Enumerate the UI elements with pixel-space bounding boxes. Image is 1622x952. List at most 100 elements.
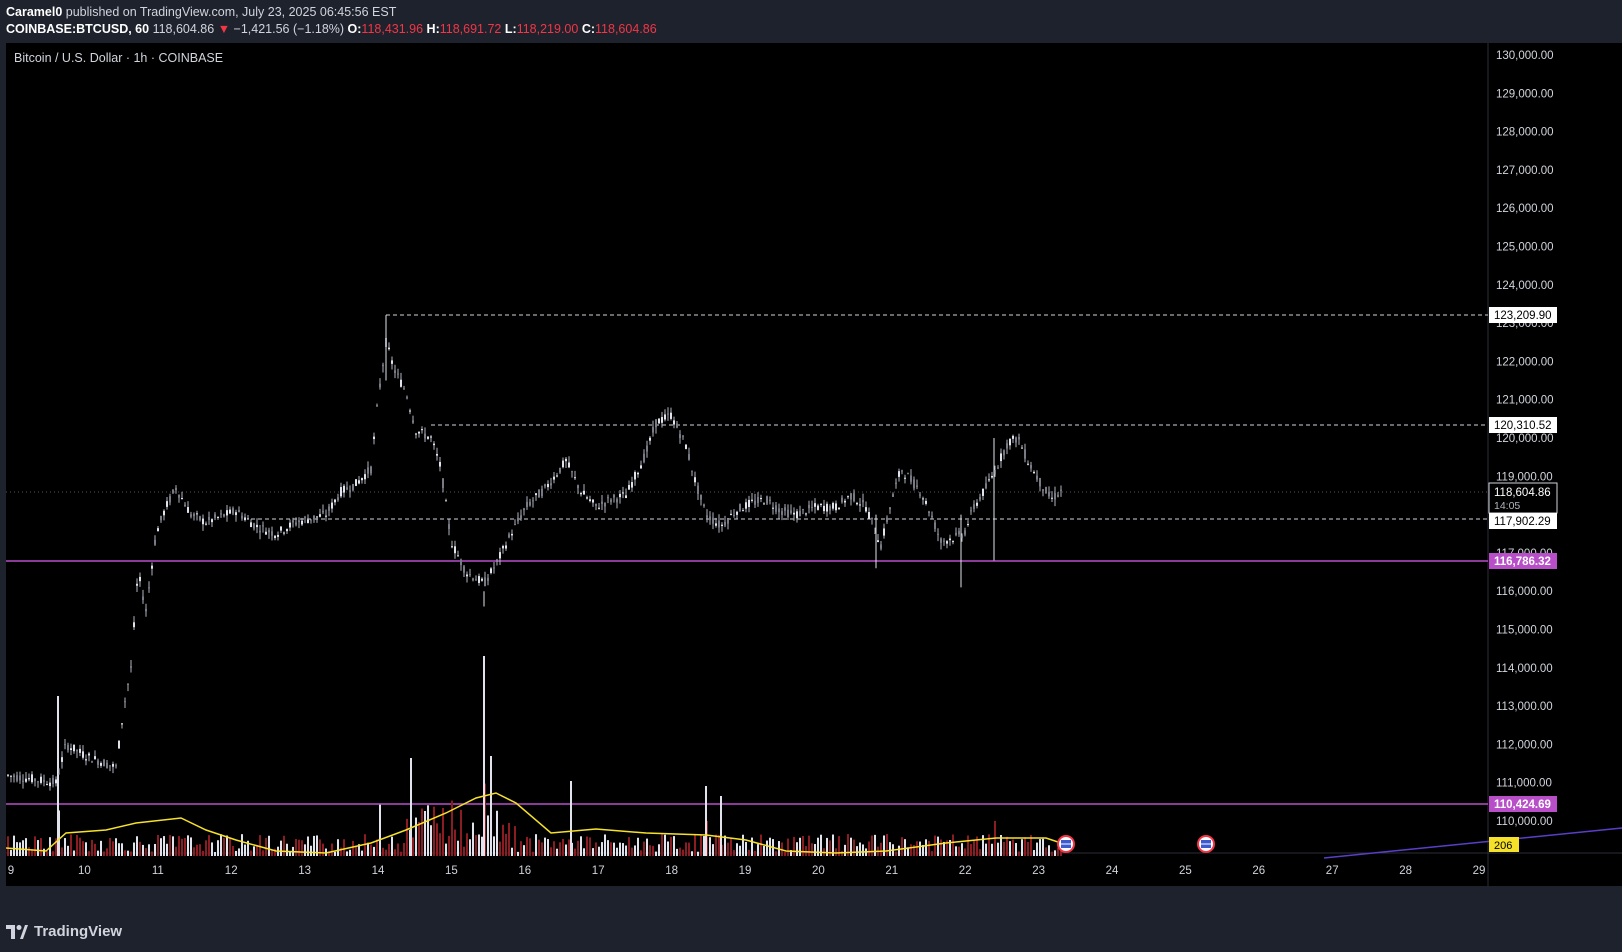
candle-body xyxy=(610,499,612,502)
candle-body xyxy=(721,524,723,526)
candle-body xyxy=(877,540,879,543)
candle-body xyxy=(307,519,309,523)
candle-body xyxy=(952,541,954,543)
chart-title: Bitcoin / U.S. Dollar · 1h · COINBASE xyxy=(14,51,223,65)
volume-bar xyxy=(1015,843,1017,856)
candle-body xyxy=(781,511,783,515)
volume-bar xyxy=(580,836,582,856)
volume-bar xyxy=(7,836,9,856)
volume-bar xyxy=(883,835,885,856)
volume-bar xyxy=(853,839,855,856)
volume-bar xyxy=(562,838,564,856)
volume-bar xyxy=(382,847,384,856)
trend-line[interactable] xyxy=(1323,827,1622,859)
us-flag-event-icon[interactable] xyxy=(1197,835,1215,853)
volume-bar xyxy=(535,834,537,856)
candle-body xyxy=(1015,437,1017,443)
volume-bar xyxy=(10,849,12,856)
volume-bar xyxy=(328,851,330,856)
volume-bar xyxy=(481,836,483,856)
candle-body xyxy=(997,467,999,469)
price-chart[interactable]: Bitcoin / U.S. Dollar · 1h · COINBASE 13… xyxy=(5,43,1622,886)
svg-text:116,786.32: 116,786.32 xyxy=(1494,556,1551,568)
volume-bar xyxy=(871,835,873,856)
volume-bar xyxy=(523,845,525,856)
volume-bar xyxy=(214,851,216,856)
candle-body xyxy=(223,514,225,517)
candle-body xyxy=(817,505,819,510)
volume-bar xyxy=(109,837,111,856)
candle-body xyxy=(904,477,906,479)
candle-body xyxy=(523,508,525,511)
candle-body xyxy=(313,515,315,520)
volume-bar xyxy=(664,834,666,856)
volume-bar xyxy=(628,837,630,856)
volume-bar xyxy=(97,850,99,856)
volume-bar xyxy=(322,843,324,856)
volume-bar xyxy=(193,847,195,856)
publish-text: published on TradingView.com, July 23, 2… xyxy=(65,5,397,19)
volume-bar xyxy=(73,850,75,856)
candle-body xyxy=(490,568,492,574)
volume-bar xyxy=(388,843,390,856)
svg-text:123,209.90: 123,209.90 xyxy=(1494,310,1552,322)
tradingview-logo[interactable]: TradingView xyxy=(6,923,122,940)
volume-bar xyxy=(151,851,153,856)
volume-bar xyxy=(358,844,360,856)
candle-body xyxy=(79,748,81,753)
volume-bar xyxy=(238,848,240,856)
candle-body xyxy=(835,503,837,511)
candle-body xyxy=(910,475,912,482)
volume-bar xyxy=(178,836,180,856)
candle-body xyxy=(586,497,588,499)
volume-bar xyxy=(301,840,303,856)
candle-body xyxy=(283,532,285,534)
candle-body xyxy=(625,495,627,499)
price-axis[interactable] xyxy=(1488,43,1622,886)
volume-bar xyxy=(727,842,729,856)
candle-body xyxy=(730,513,732,515)
candle-body xyxy=(136,583,138,586)
candle-body xyxy=(619,493,621,498)
volume-bar xyxy=(121,843,123,856)
volume-bar xyxy=(595,842,597,856)
volume-bar xyxy=(589,837,591,856)
candle-body xyxy=(268,529,270,533)
volume-bar xyxy=(952,834,954,856)
volume-bar xyxy=(457,840,459,856)
candle-body xyxy=(115,765,117,767)
candle-body xyxy=(478,576,480,583)
candle-body xyxy=(238,510,240,512)
candle-body xyxy=(895,482,897,485)
volume-bar xyxy=(838,836,840,856)
candle-body xyxy=(217,517,219,519)
symbol-label[interactable]: COINBASE:BTCUSD, 60 xyxy=(6,22,150,36)
volume-bar xyxy=(424,810,426,856)
us-flag-event-icon[interactable] xyxy=(1057,835,1075,853)
candle-body xyxy=(421,429,423,431)
candle-body xyxy=(766,496,768,504)
author-name[interactable]: Caramel0 xyxy=(6,5,63,19)
volume-bar xyxy=(283,835,285,856)
candle-body xyxy=(469,574,471,576)
candle-body xyxy=(175,487,177,491)
candle-body xyxy=(880,544,882,549)
volume-bar xyxy=(442,807,444,856)
volume-bar xyxy=(661,834,663,856)
chart-header: Caramel0 published on TradingView.com, J… xyxy=(0,0,1622,42)
volume-bar xyxy=(688,842,690,856)
volume-bar xyxy=(673,836,675,856)
volume-bar xyxy=(142,844,144,856)
candle-body xyxy=(844,500,846,503)
volume-bar xyxy=(310,845,312,856)
time-tick-label: 23 xyxy=(1032,865,1045,877)
chart-area[interactable]: Bitcoin / U.S. Dollar · 1h · COINBASE 13… xyxy=(5,43,1622,886)
volume-bar xyxy=(973,840,975,856)
volume-bar xyxy=(247,840,249,856)
candle-body xyxy=(811,506,813,508)
volume-bar xyxy=(570,781,572,856)
candle-body xyxy=(466,574,468,577)
candle-body xyxy=(676,423,678,428)
volume-bar xyxy=(410,758,412,856)
volume-bar xyxy=(361,850,363,856)
